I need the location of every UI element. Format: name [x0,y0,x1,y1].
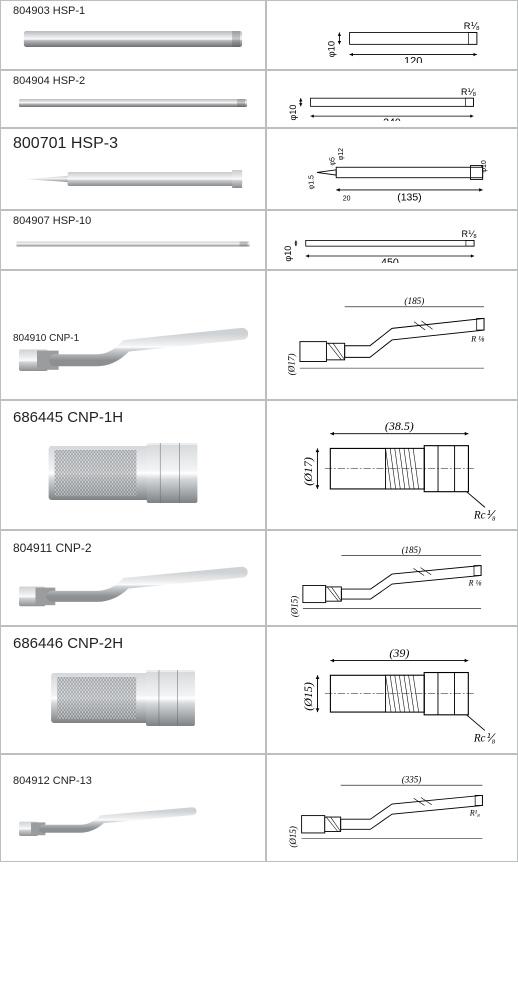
svg-text:φ10: φ10 [283,246,293,262]
product-photo-cell: 804907 HSP-10 [0,210,266,270]
svg-text:φ10: φ10 [481,160,488,172]
part-number-label: 686446 CNP-2H [13,635,123,652]
catalog-row: 686445 CNP-1H (38.5) (Ø17) Rc⅟₈ [0,400,518,530]
part-number-label: 804904 HSP-2 [13,75,85,87]
part-number-label: 804911 CNP-2 [13,541,92,555]
product-photo-cell: 804911 CNP-2 [0,530,266,626]
svg-text:φ1.5: φ1.5 [309,175,316,189]
technical-drawing-cell: φ10 450 R⅟₈ [266,210,518,270]
svg-text:(185): (185) [404,296,424,306]
catalog-row: 804904 HSP-2 φ10 240 R⅟₈ [0,70,518,128]
product-photo-cell: 800701 HSP-3 [0,128,266,210]
catalog-row: 800701 HSP-3 (135) φ1.5 20 φ5 φ10 φ12 [0,128,518,210]
catalog-row: 804903 HSP-1 φ10 120 R⅟₈ [0,0,518,70]
technical-drawing-cell: (Ø15) (335) R¹₈ [266,754,518,862]
part-number-label: 804910 CNP-1 [13,333,79,344]
svg-text:φ12: φ12 [338,148,345,160]
technical-drawing-cell: (135) φ1.5 20 φ5 φ10 φ12 [266,128,518,210]
product-photo-cell: 804912 CNP-13 [0,754,266,862]
svg-text:Rc⅟₈: Rc⅟₈ [473,732,497,744]
technical-drawing-cell: (Ø17) (185) R ⅛ [266,270,518,400]
svg-text:240: 240 [383,117,401,121]
part-number-label: 800701 HSP-3 [13,135,118,153]
product-photo-cell: 804904 HSP-2 [0,70,266,128]
svg-text:R⅟₈: R⅟₈ [462,229,478,239]
part-number-label: 804907 HSP-10 [13,215,91,227]
svg-text:(Ø15): (Ø15) [290,596,300,617]
product-photo-cell: 686446 CNP-2H [0,626,266,754]
catalog-row: 686446 CNP-2H (39) (Ø15) Rc⅟₈ [0,626,518,754]
svg-text:R⅟₈: R⅟₈ [461,87,477,97]
product-photo-cell: 686445 CNP-1H [0,400,266,530]
svg-text:(335): (335) [402,775,422,785]
catalog-row: 804910 CNP-1 (Ø17) (185) R ⅛ [0,270,518,400]
catalog-row: 804907 HSP-10 φ10 450 R⅟₈ [0,210,518,270]
svg-text:R¹₈: R¹₈ [469,809,480,818]
catalog-row: 804911 CNP-2 (Ø15) (185) R ⅛ [0,530,518,626]
technical-drawing-cell: φ10 120 R⅟₈ [266,0,518,70]
svg-text:(39): (39) [389,646,409,660]
catalog-row: 804912 CNP-13 (Ø15) (335) R¹₈ [0,754,518,862]
svg-text:(38.5): (38.5) [385,419,414,433]
svg-text:Rc⅟₈: Rc⅟₈ [473,509,497,521]
technical-drawing-cell: (Ø15) (185) R ⅛ [266,530,518,626]
svg-text:φ5: φ5 [329,157,336,166]
svg-text:(Ø17): (Ø17) [286,353,296,375]
part-number-label: 804912 CNP-13 [13,775,92,787]
svg-text:120: 120 [404,56,422,63]
svg-text:(Ø15): (Ø15) [301,682,315,711]
svg-text:20: 20 [343,195,351,202]
svg-text:φ10: φ10 [326,41,336,57]
svg-text:(135): (135) [397,192,421,203]
product-photo-cell: 804903 HSP-1 [0,0,266,70]
svg-text:R⅟₈: R⅟₈ [464,21,480,31]
part-number-label: 686445 CNP-1H [13,409,123,426]
svg-text:(Ø15): (Ø15) [288,826,298,848]
svg-text:φ10: φ10 [288,105,298,121]
svg-text:(185): (185) [402,545,421,555]
parts-catalog: 804903 HSP-1 φ10 120 R⅟₈804904 HSP-2 φ10… [0,0,518,862]
technical-drawing-cell: (39) (Ø15) Rc⅟₈ [266,626,518,754]
svg-text:450: 450 [381,257,399,263]
svg-text:(Ø17): (Ø17) [301,457,315,486]
product-photo-cell: 804910 CNP-1 [0,270,266,400]
svg-text:R ⅛: R ⅛ [468,578,482,587]
part-number-label: 804903 HSP-1 [13,5,85,17]
svg-text:R ⅛: R ⅛ [470,335,484,344]
technical-drawing-cell: φ10 240 R⅟₈ [266,70,518,128]
technical-drawing-cell: (38.5) (Ø17) Rc⅟₈ [266,400,518,530]
